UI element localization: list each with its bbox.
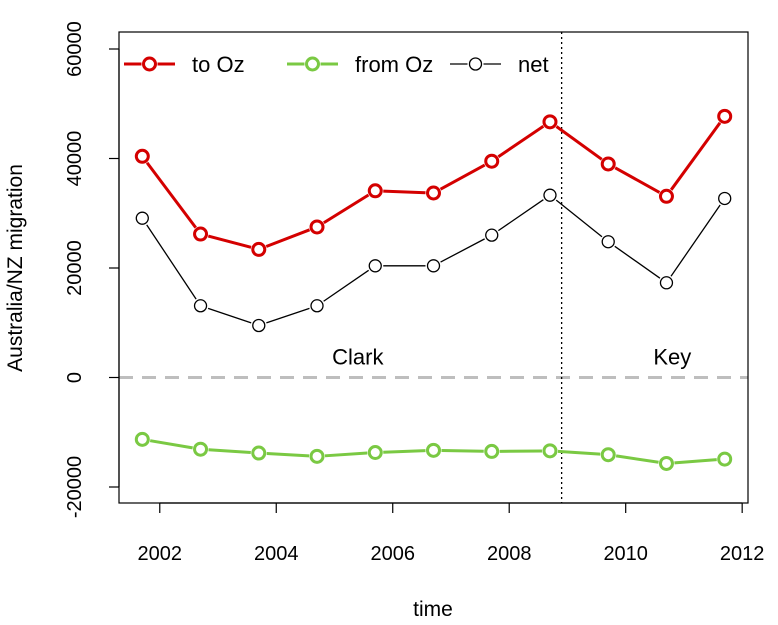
series-from-oz-point (309, 448, 325, 464)
series-net-segment (497, 199, 544, 232)
series-net-segment (555, 199, 603, 238)
series-net-point (368, 259, 382, 273)
series-from-oz-point (426, 442, 441, 458)
series-net-segment (614, 245, 661, 279)
y-axis-title: Australia/NZ migration (4, 164, 27, 372)
series-from-oz-point (542, 443, 558, 459)
legend: to Oz from Oz net (124, 52, 549, 77)
series-from-oz-point (717, 451, 733, 467)
series-from-oz-segment (266, 452, 310, 458)
series-from-oz-segment (615, 454, 659, 464)
legend-from-oz-label: from Oz (355, 52, 433, 77)
plot-frame (118, 31, 749, 504)
series-to-oz-segment (145, 161, 197, 229)
legend-to-oz-marker (142, 56, 157, 72)
series-to-oz-point (717, 108, 733, 124)
annotation-clark: Clark (332, 344, 384, 369)
series-to-oz-point (600, 156, 616, 172)
x-tick-label: 2012 (720, 543, 765, 565)
x-axis-title: time (413, 598, 453, 621)
series-net-point (252, 318, 266, 333)
series-to-oz-segment (207, 234, 252, 249)
series-net-segment (323, 269, 370, 302)
series-from-oz-segment (674, 458, 717, 465)
series-to-oz-point (251, 241, 267, 257)
series-from-oz-segment (324, 451, 368, 458)
series-to-oz-segment (323, 193, 370, 224)
y-tick-label: 40000 (64, 131, 86, 187)
series-to-oz-segment (555, 125, 603, 161)
legend-net-marker (468, 57, 483, 71)
y-tick-label: -20000 (64, 456, 86, 518)
series-to-oz-point (484, 153, 500, 169)
series-from-oz-point (367, 445, 383, 461)
series-from-oz-segment (383, 449, 426, 454)
series-to-oz-point (542, 114, 558, 130)
series-net-point (426, 259, 441, 273)
series-net-point (601, 235, 615, 249)
series-from-oz-point (658, 455, 674, 471)
series-net-point (135, 211, 149, 225)
series-to-oz-segment (614, 166, 661, 194)
legend-from-oz-marker (305, 56, 320, 72)
series-net-segment (146, 224, 197, 300)
legend-to-oz-label: to Oz (192, 52, 245, 77)
series-net-point (659, 276, 674, 290)
series-to-oz-point (426, 185, 441, 201)
series-from-oz-point (134, 431, 150, 447)
axes: 2002 2004 2006 2008 2010 2012 -20000 0 20000 4000… (64, 21, 764, 565)
y-tick-label: 20000 (64, 240, 86, 296)
series-from-oz-segment (557, 449, 601, 456)
plot-area: Clark Key (119, 32, 748, 503)
x-tick-label: 2006 (370, 543, 415, 565)
series-net-point (485, 228, 499, 242)
series-net-point (718, 191, 732, 206)
annotation-key: Key (653, 344, 691, 369)
series-from-oz-point (251, 445, 267, 461)
series-to-oz-segment (265, 228, 311, 248)
series-from-oz-segment (441, 448, 484, 453)
series-net-segment (440, 238, 485, 263)
x-tick-label: 2008 (487, 543, 532, 565)
series-net-point (543, 188, 557, 202)
x-tick-label: 2002 (138, 543, 183, 565)
series-net-point (193, 299, 208, 313)
series-to-oz-segment (439, 163, 486, 191)
x-tick-label: 2010 (603, 543, 648, 565)
legend-net-label: net (518, 52, 549, 77)
series-from-oz-segment (149, 439, 193, 450)
y-tick-label: 0 (64, 372, 86, 383)
series-net-segment (266, 307, 310, 324)
series-from-oz-point (600, 447, 616, 463)
series-net-segment (670, 204, 721, 277)
series-from-oz-point (484, 443, 500, 459)
series-to-oz-point (367, 183, 383, 199)
series-to-oz-point (134, 148, 150, 164)
series-to-oz-point (309, 219, 325, 235)
series-from-oz-segment (208, 448, 251, 455)
series-to-oz-segment (669, 121, 722, 191)
x-tick-label: 2004 (254, 543, 299, 565)
series-net-point (310, 299, 324, 313)
y-tick-label: 60000 (64, 21, 86, 77)
series-from-oz-point (193, 441, 209, 457)
series-to-oz-segment (497, 125, 545, 158)
series-to-oz-point (658, 188, 674, 204)
series-net-segment (207, 307, 252, 324)
series-to-oz-segment (383, 189, 426, 195)
series-to-oz-point (193, 226, 209, 242)
